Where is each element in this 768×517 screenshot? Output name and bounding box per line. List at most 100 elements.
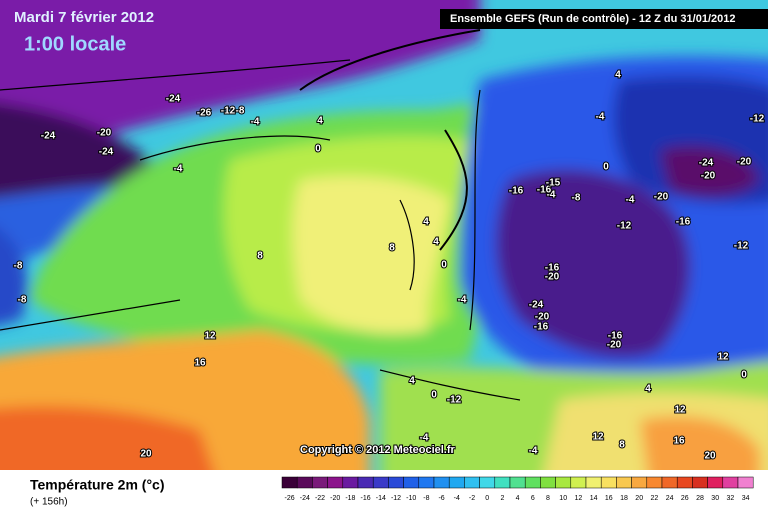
contour-label: 12 xyxy=(674,405,686,416)
contour-label: 12 xyxy=(204,331,216,342)
scale-swatch xyxy=(357,476,374,489)
scale-swatch xyxy=(372,476,389,489)
contour-label: -20 xyxy=(654,192,669,203)
scale-swatch xyxy=(737,476,754,489)
contour-label: 4 xyxy=(423,217,429,228)
contour-label: -8 xyxy=(572,193,581,204)
scale-label: -18 xyxy=(345,495,355,502)
scale-label: -20 xyxy=(330,495,340,502)
scale-swatch xyxy=(327,476,344,489)
contour-label: 4 xyxy=(615,70,621,81)
contour-label: 0 xyxy=(431,390,437,401)
contour-label: 4 xyxy=(409,376,415,387)
contour-label: -20 xyxy=(701,171,716,182)
scale-label: 16 xyxy=(605,495,613,502)
contour-label: -16 xyxy=(509,186,524,197)
contour-label: -4 xyxy=(626,195,635,206)
scale-label: -24 xyxy=(300,495,310,502)
copyright: Copyright © 2012 Meteociel.fr xyxy=(300,444,456,456)
contour-label: -20 xyxy=(607,340,622,351)
scale-label: -12 xyxy=(391,495,401,502)
scale-label: 10 xyxy=(559,495,567,502)
scale-swatch xyxy=(418,476,435,489)
scale-swatch xyxy=(646,476,663,489)
scale-label: -14 xyxy=(376,495,386,502)
scale-label: -10 xyxy=(406,495,416,502)
scale-label: -2 xyxy=(469,495,475,502)
temperature-field: -24-20-24-24-26 -12 -8-4 40-4-8-881216204-4… xyxy=(0,0,768,470)
contour-label: -12 xyxy=(617,221,632,232)
run-box xyxy=(440,9,768,29)
legend-title: Température 2m (°c) xyxy=(30,477,165,493)
contour-label: -20 xyxy=(737,157,752,168)
contour-label: -8 xyxy=(236,106,245,117)
scale-swatch xyxy=(296,476,313,489)
contour-label: -16 xyxy=(676,217,691,228)
contour-label: -24 xyxy=(166,94,181,105)
scale-label: -4 xyxy=(454,495,460,502)
scale-label: 22 xyxy=(651,495,659,502)
contour-label: -12 xyxy=(221,106,236,117)
contour-label: 16 xyxy=(673,436,685,447)
contour-label: -4 xyxy=(529,446,538,457)
contour-label: 20 xyxy=(704,451,716,462)
contour-label: 4 xyxy=(317,116,323,127)
contour-label: -4 xyxy=(420,433,429,444)
scale-swatch xyxy=(555,476,572,489)
scale-label: 2 xyxy=(500,495,504,502)
scale-swatch xyxy=(433,476,450,489)
scale-label: 30 xyxy=(711,495,719,502)
scale-label: 12 xyxy=(575,495,583,502)
scale-label: 32 xyxy=(727,495,735,502)
scale-swatch xyxy=(676,476,693,489)
color-scale: -26 -24 -22 -20 -18 -16 -14 -12 -10 -8 -6 -4 -2 0 2 4 6 8… xyxy=(281,476,754,502)
contour-label: -16 xyxy=(534,322,549,333)
scale-label: -16 xyxy=(361,495,371,502)
contour-label: -24 xyxy=(41,131,56,142)
scale-swatch xyxy=(616,476,632,489)
contour-label: -24 xyxy=(699,158,714,169)
scale-swatch xyxy=(722,476,739,489)
scale-label: 28 xyxy=(696,495,704,502)
contour-label: -20 xyxy=(535,312,550,323)
contour-label: -4 xyxy=(251,117,260,128)
contour-label: -16 xyxy=(537,185,552,196)
contour-label: 8 xyxy=(257,251,263,262)
contour-labels: -24-20-24-24-26 -12 -8-4 40-4-8-881216204-4… xyxy=(13,69,766,463)
contour-label: -4 xyxy=(174,164,183,175)
contour-label: 12 xyxy=(592,432,604,443)
contour-label: 0 xyxy=(315,144,321,155)
scale-swatch xyxy=(600,476,617,489)
scale-swatch xyxy=(494,476,511,489)
contour-label: 8 xyxy=(619,440,625,451)
contour-label: 12 xyxy=(717,352,729,363)
scale-label: -26 xyxy=(285,495,295,502)
scale-label: -6 xyxy=(438,495,444,502)
scale-label: 4 xyxy=(516,495,520,502)
contour-label: 20 xyxy=(140,449,152,460)
contour-label: -12 xyxy=(750,114,765,125)
scale-swatch xyxy=(342,476,359,489)
scale-label: 6 xyxy=(531,495,535,502)
scale-label: -22 xyxy=(315,495,325,502)
scale-swatch xyxy=(388,476,404,489)
scale-label: -8 xyxy=(423,495,429,502)
contour-label: -4 xyxy=(458,295,467,306)
scale-swatch xyxy=(403,476,420,489)
contour-label: 0 xyxy=(441,260,447,271)
contour-label: -4 xyxy=(596,112,605,123)
scale-swatch xyxy=(631,476,648,489)
contour-label: -12 xyxy=(734,241,749,252)
contour-label: -26 xyxy=(197,108,212,119)
local-time: 1:00 locale xyxy=(24,33,126,55)
contour-label: -8 xyxy=(18,295,27,306)
scale-label: 14 xyxy=(590,495,598,502)
run-info: Ensemble GEFS (Run de contrôle) - 12 Z d… xyxy=(450,13,735,25)
scale-swatch xyxy=(707,476,724,489)
scale-swatch xyxy=(585,476,602,489)
contour-label: 4 xyxy=(645,384,651,395)
scale-label: 34 xyxy=(742,495,750,502)
scale-swatch xyxy=(570,476,587,489)
contour-label: -20 xyxy=(545,272,560,283)
